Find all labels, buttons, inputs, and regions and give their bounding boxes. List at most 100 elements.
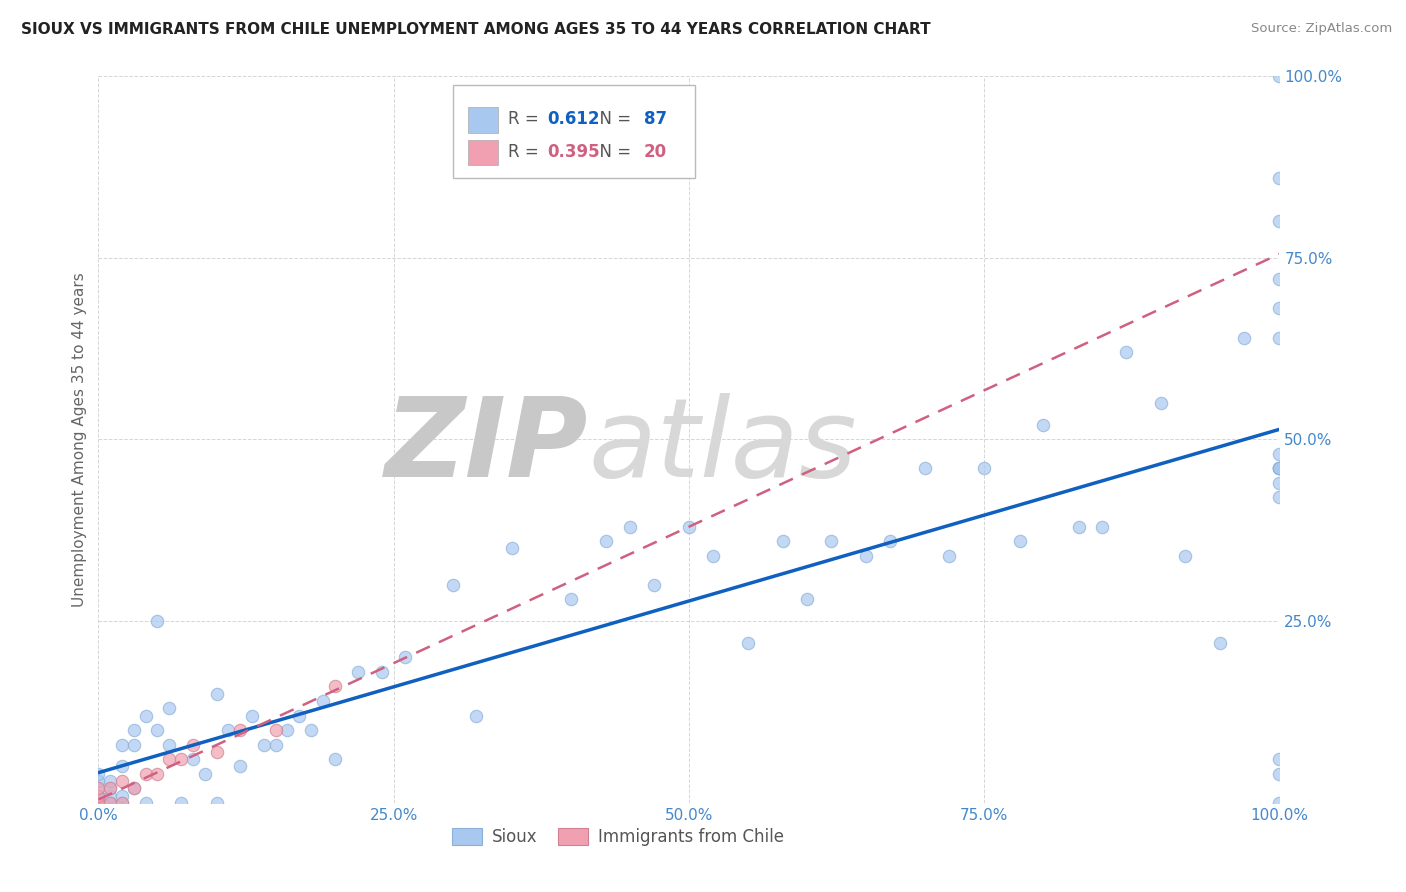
Point	[146, 723, 169, 737]
Point	[217, 723, 239, 737]
Point	[1268, 475, 1291, 490]
Point	[879, 534, 901, 549]
Point	[111, 796, 134, 810]
Point	[1268, 461, 1291, 475]
Point	[1268, 301, 1291, 316]
Point	[181, 752, 204, 766]
Point	[1268, 752, 1291, 766]
Text: 0.395: 0.395	[547, 143, 600, 161]
Point	[87, 789, 110, 803]
Point	[820, 534, 842, 549]
Point	[87, 796, 110, 810]
Point	[181, 738, 204, 752]
Point	[87, 796, 110, 810]
Point	[194, 766, 217, 780]
Point	[1268, 330, 1291, 344]
Point	[595, 534, 617, 549]
Point	[122, 781, 145, 796]
Point	[441, 578, 464, 592]
Point	[1268, 272, 1291, 286]
Point	[1268, 447, 1291, 461]
Point	[229, 723, 252, 737]
Point	[253, 738, 276, 752]
Point	[1115, 345, 1137, 359]
Point	[157, 701, 180, 715]
Point	[87, 781, 110, 796]
Text: N =: N =	[589, 111, 636, 128]
Point	[288, 708, 311, 723]
Point	[87, 796, 110, 810]
Text: ZIP: ZIP	[385, 393, 589, 500]
Point	[1268, 461, 1291, 475]
Point	[170, 796, 193, 810]
Point	[87, 789, 110, 803]
Point	[98, 781, 121, 796]
Point	[1268, 491, 1291, 505]
Point	[347, 665, 370, 679]
Point	[157, 738, 180, 752]
Point	[1008, 534, 1031, 549]
Bar	[468, 107, 498, 133]
Point	[87, 766, 110, 780]
Y-axis label: Unemployment Among Ages 35 to 44 years: Unemployment Among Ages 35 to 44 years	[72, 272, 87, 607]
Text: Source: ZipAtlas.com: Source: ZipAtlas.com	[1251, 22, 1392, 36]
Point	[737, 636, 759, 650]
Point	[1032, 417, 1054, 432]
Point	[1067, 519, 1090, 533]
Point	[122, 723, 145, 737]
Bar	[468, 140, 498, 165]
Point	[111, 796, 134, 810]
Point	[87, 774, 110, 789]
Point	[98, 789, 121, 803]
Point	[98, 796, 121, 810]
Point	[240, 708, 263, 723]
Point	[276, 723, 298, 737]
Point	[205, 687, 228, 701]
Point	[1268, 766, 1291, 780]
Point	[1174, 549, 1197, 563]
Point	[643, 578, 665, 592]
Text: 0.612: 0.612	[547, 111, 600, 128]
Point	[87, 781, 110, 796]
Point	[312, 694, 335, 708]
Text: 87: 87	[644, 111, 668, 128]
Point	[146, 614, 169, 628]
Point	[87, 796, 110, 810]
Point	[98, 781, 121, 796]
Point	[619, 519, 641, 533]
Point	[146, 766, 169, 780]
Point	[323, 752, 346, 766]
Point	[1091, 519, 1114, 533]
Point	[98, 796, 121, 810]
Point	[299, 723, 322, 737]
Point	[323, 680, 346, 694]
Point	[229, 759, 252, 773]
Point	[465, 708, 488, 723]
Point	[264, 738, 287, 752]
Point	[938, 549, 960, 563]
Point	[264, 723, 287, 737]
Legend: Sioux, Immigrants from Chile: Sioux, Immigrants from Chile	[446, 822, 790, 853]
Point	[87, 796, 110, 810]
Point	[560, 592, 582, 607]
Point	[1268, 461, 1291, 475]
Point	[1233, 330, 1256, 344]
Point	[371, 665, 394, 679]
Point	[855, 549, 877, 563]
Point	[796, 592, 818, 607]
Point	[122, 781, 145, 796]
Point	[170, 752, 193, 766]
Point	[973, 461, 995, 475]
Point	[1268, 796, 1291, 810]
Point	[678, 519, 700, 533]
Point	[122, 738, 145, 752]
FancyBboxPatch shape	[453, 85, 695, 178]
Text: N =: N =	[589, 143, 636, 161]
Text: R =: R =	[508, 143, 544, 161]
Text: SIOUX VS IMMIGRANTS FROM CHILE UNEMPLOYMENT AMONG AGES 35 TO 44 YEARS CORRELATIO: SIOUX VS IMMIGRANTS FROM CHILE UNEMPLOYM…	[21, 22, 931, 37]
Point	[135, 796, 157, 810]
Point	[98, 796, 121, 810]
Point	[87, 789, 110, 803]
Point	[1150, 396, 1173, 410]
Text: R =: R =	[508, 111, 544, 128]
